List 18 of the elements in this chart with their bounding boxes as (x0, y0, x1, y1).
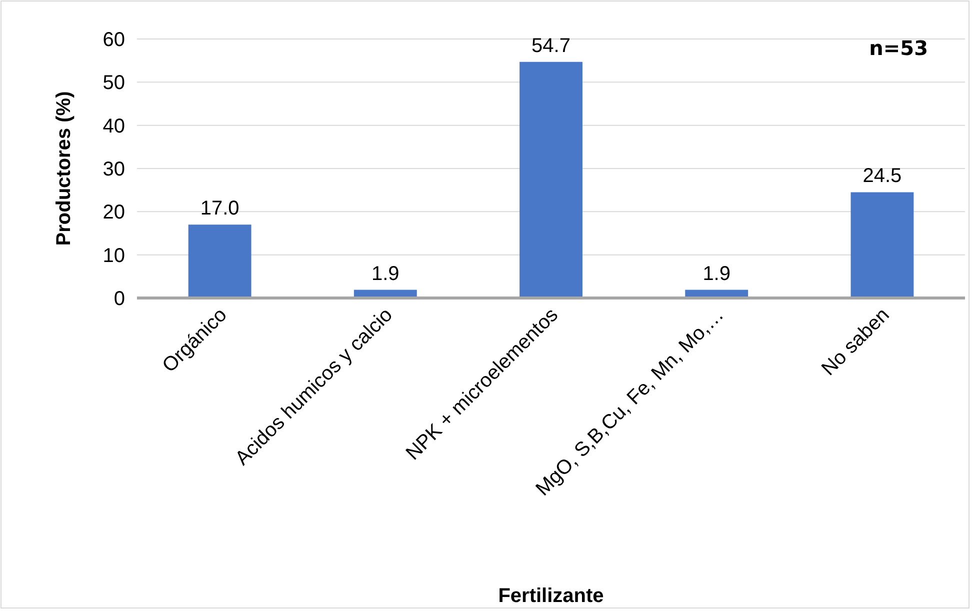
data-label: 54.7 (532, 34, 570, 57)
bar (188, 224, 252, 298)
annotation: n=53 (869, 36, 928, 60)
y-tick-label: 60 (102, 29, 125, 51)
data-label: 1.9 (702, 262, 731, 285)
x-axis-title: Fertilizante (498, 585, 604, 607)
data-label: 1.9 (371, 262, 400, 285)
bar (520, 62, 582, 298)
y-tick-label: 40 (102, 115, 125, 138)
y-tick-label: 10 (102, 244, 125, 267)
data-label: 24.5 (862, 165, 902, 188)
bar (850, 192, 914, 298)
y-axis-title: Productores (%) (53, 91, 75, 246)
y-tick-label: 0 (114, 288, 125, 310)
y-tick-label: 30 (102, 158, 125, 180)
data-label: 17.0 (200, 198, 240, 220)
y-tick-label: 20 (102, 202, 125, 224)
y-tick-label: 50 (102, 72, 125, 94)
